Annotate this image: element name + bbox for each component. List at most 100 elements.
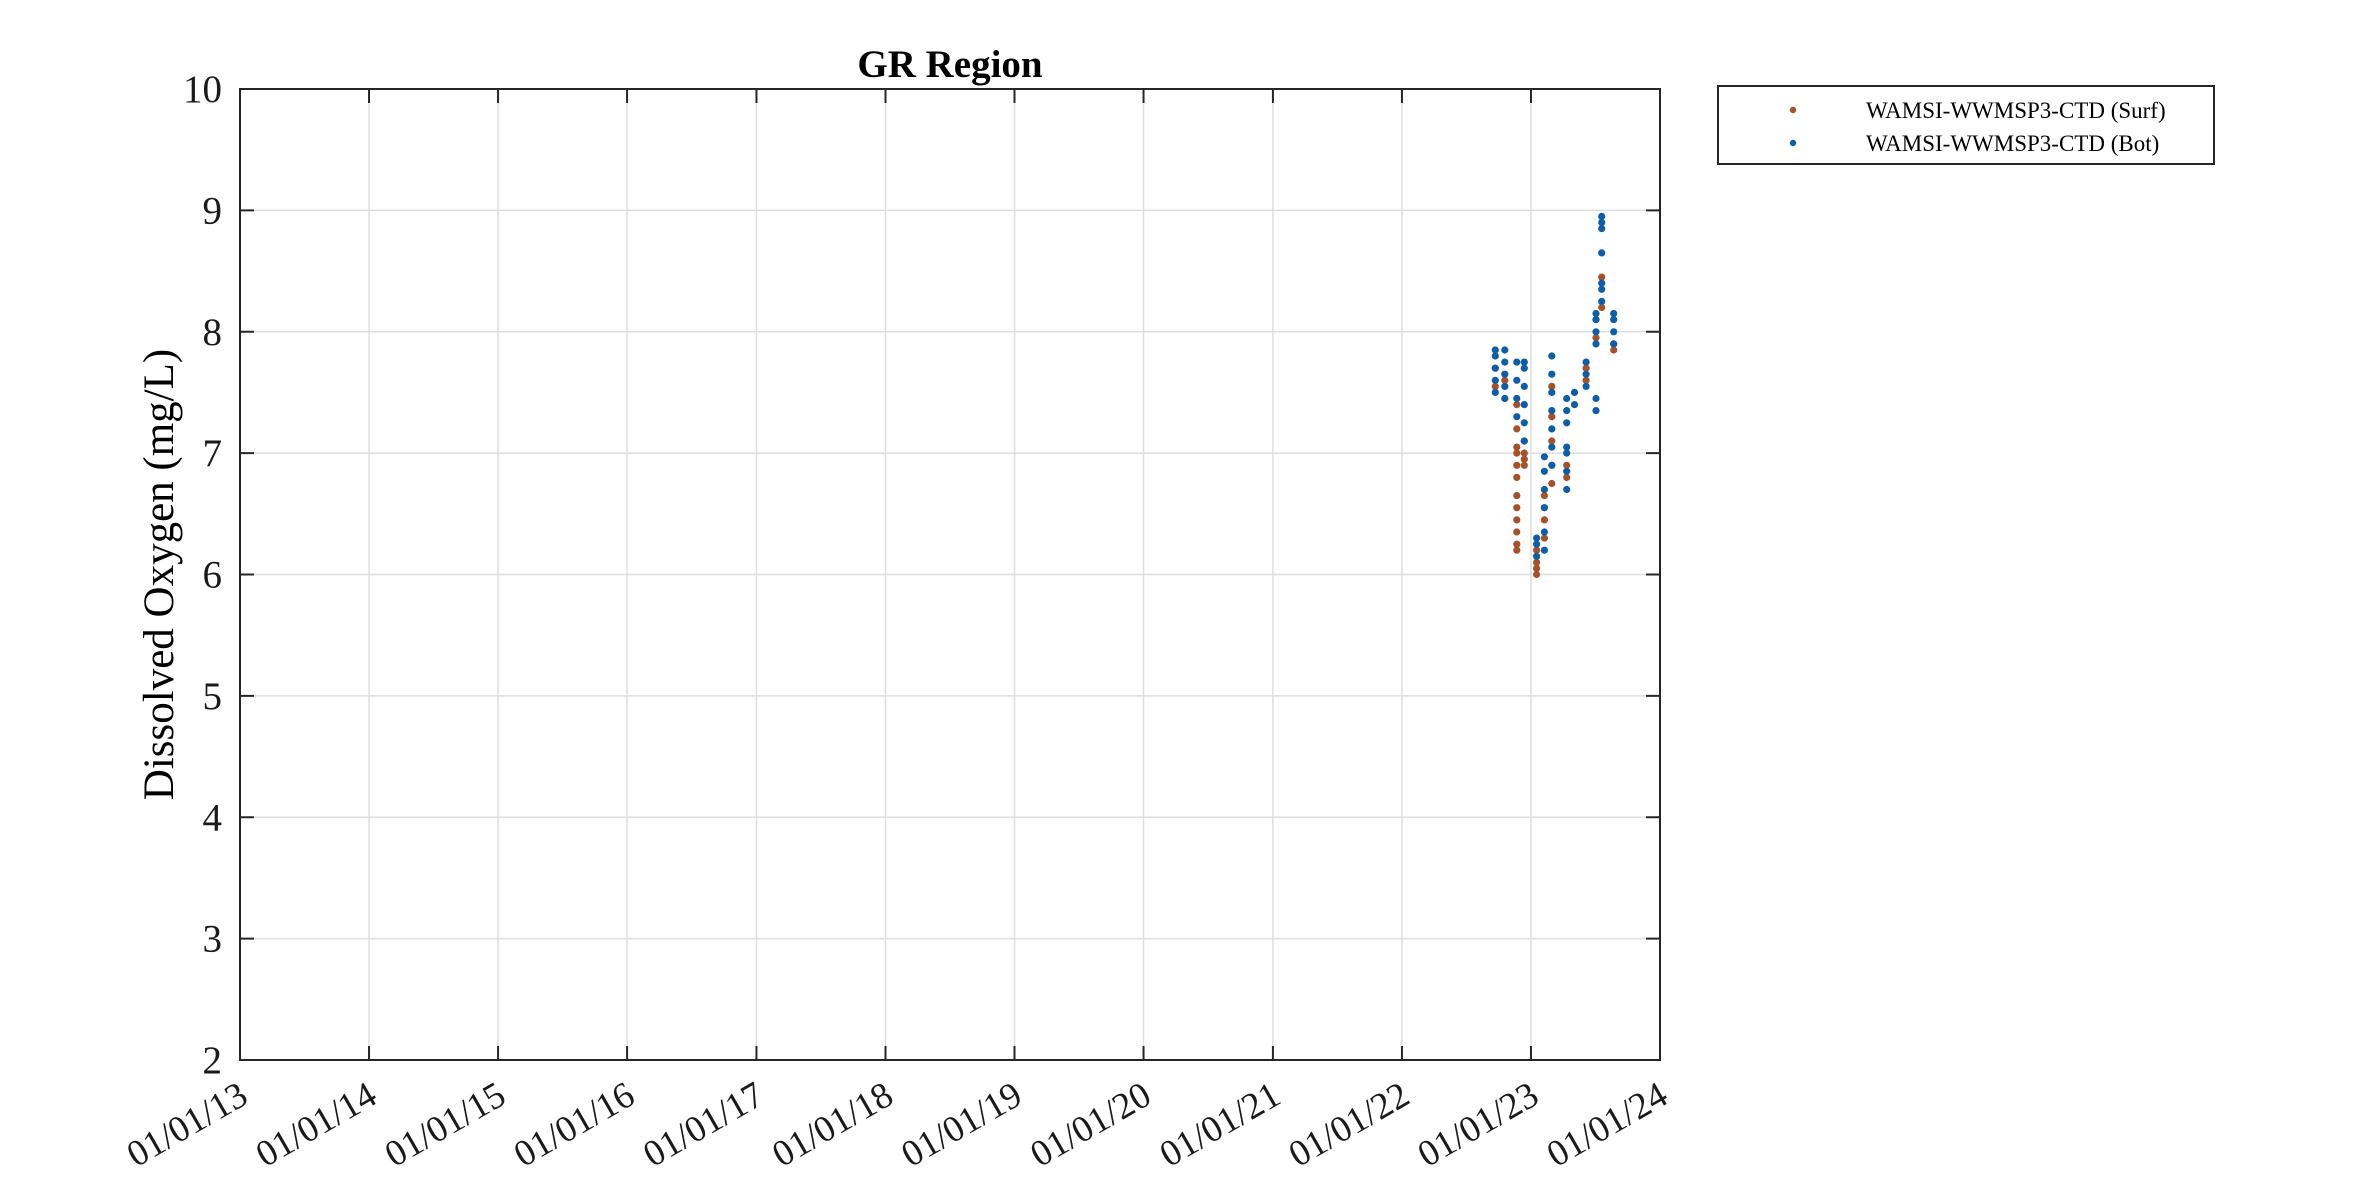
data-point	[1548, 437, 1556, 445]
data-point	[1520, 382, 1528, 390]
data-point	[1610, 346, 1618, 354]
series-1	[1491, 212, 1618, 560]
data-point	[1610, 340, 1618, 348]
data-point	[1533, 570, 1541, 579]
data-point	[1563, 419, 1571, 427]
y-tick-label: 7	[203, 432, 223, 475]
data-point	[1598, 279, 1606, 287]
data-point	[1592, 316, 1600, 324]
data-point	[1491, 346, 1499, 354]
data-point	[1533, 540, 1541, 548]
y-tick-label: 8	[203, 311, 223, 354]
data-point	[1533, 552, 1541, 560]
data-point	[1513, 425, 1521, 433]
data-point	[1563, 394, 1571, 403]
data-point	[1513, 413, 1521, 421]
data-point	[1610, 328, 1618, 336]
data-point	[1592, 407, 1600, 415]
data-point	[1513, 528, 1521, 536]
legend-marker-surf	[1789, 106, 1797, 114]
data-point	[1548, 413, 1556, 421]
legend-box	[1717, 85, 2215, 165]
data-point	[1598, 285, 1606, 293]
data-point	[1598, 297, 1606, 305]
data-point	[1533, 534, 1541, 542]
data-point	[1513, 401, 1521, 409]
legend[interactable]: WAMSI-WWMSP3-CTD (Surf) WAMSI-WWMSP3-CTD…	[1717, 85, 2215, 165]
data-point	[1598, 303, 1606, 312]
data-point	[1582, 376, 1590, 384]
data-point	[1563, 443, 1571, 451]
data-point	[1491, 376, 1499, 384]
data-point	[1570, 388, 1579, 396]
data-point	[1610, 316, 1618, 324]
data-point	[1540, 492, 1548, 500]
data-points	[1491, 212, 1618, 579]
data-point	[1491, 382, 1499, 390]
y-tick-label: 6	[203, 554, 223, 597]
y-tick-label: 9	[203, 189, 223, 232]
data-point	[1598, 273, 1606, 281]
data-point	[1513, 546, 1521, 554]
data-point	[1610, 309, 1618, 318]
data-point	[1501, 376, 1509, 384]
y-tick-label: 5	[203, 675, 223, 718]
y-tick-label: 4	[203, 796, 223, 839]
data-point	[1513, 394, 1521, 403]
data-point	[1513, 473, 1521, 481]
data-point	[1513, 492, 1521, 500]
data-point	[1513, 504, 1521, 512]
data-point	[1540, 453, 1548, 461]
data-point	[1598, 225, 1606, 233]
legend-label-bot: WAMSI-WWMSP3-CTD (Bot)	[1866, 131, 2159, 156]
data-point	[1520, 358, 1528, 366]
data-point	[1540, 485, 1548, 494]
data-point	[1548, 443, 1556, 451]
data-point	[1533, 546, 1541, 554]
data-point	[1548, 425, 1556, 433]
data-point	[1582, 382, 1590, 390]
data-point	[1548, 461, 1556, 469]
data-point	[1582, 358, 1590, 366]
data-point	[1513, 443, 1521, 451]
data-point	[1582, 364, 1590, 372]
y-tick-label: 10	[183, 68, 222, 111]
data-point	[1520, 449, 1528, 457]
chart-title: GR Region	[857, 43, 1043, 86]
data-point	[1513, 516, 1521, 524]
data-point	[1513, 540, 1521, 548]
data-point	[1491, 364, 1499, 372]
data-point	[1540, 516, 1548, 524]
y-axis-label: Dissolved Oxygen (mg/L)	[136, 349, 183, 800]
legend-label-surf: WAMSI-WWMSP3-CTD (Surf)	[1866, 98, 2166, 123]
data-point	[1501, 358, 1509, 366]
data-point	[1520, 461, 1528, 469]
data-point	[1570, 401, 1579, 409]
data-point	[1548, 407, 1556, 415]
data-point	[1563, 449, 1571, 457]
data-point	[1563, 485, 1571, 494]
data-point	[1491, 388, 1499, 396]
data-point	[1592, 334, 1600, 342]
data-point	[1592, 340, 1600, 348]
data-point	[1548, 352, 1556, 360]
data-point	[1491, 352, 1499, 360]
data-point	[1540, 504, 1548, 512]
legend-marker-bot	[1789, 139, 1797, 147]
y-axis-ticks: 2 3 4 5 6 7 8 9 10	[183, 68, 1660, 1082]
data-point	[1533, 564, 1541, 573]
data-point	[1540, 467, 1548, 475]
data-point	[1501, 394, 1509, 403]
data-point	[1540, 528, 1548, 536]
data-point	[1582, 370, 1590, 378]
data-point	[1513, 461, 1521, 469]
data-point	[1563, 461, 1571, 469]
data-point	[1598, 218, 1606, 227]
data-point	[1563, 467, 1571, 475]
data-point	[1563, 407, 1571, 415]
data-point	[1513, 449, 1521, 457]
data-point	[1548, 370, 1556, 378]
grid	[240, 89, 1660, 1060]
